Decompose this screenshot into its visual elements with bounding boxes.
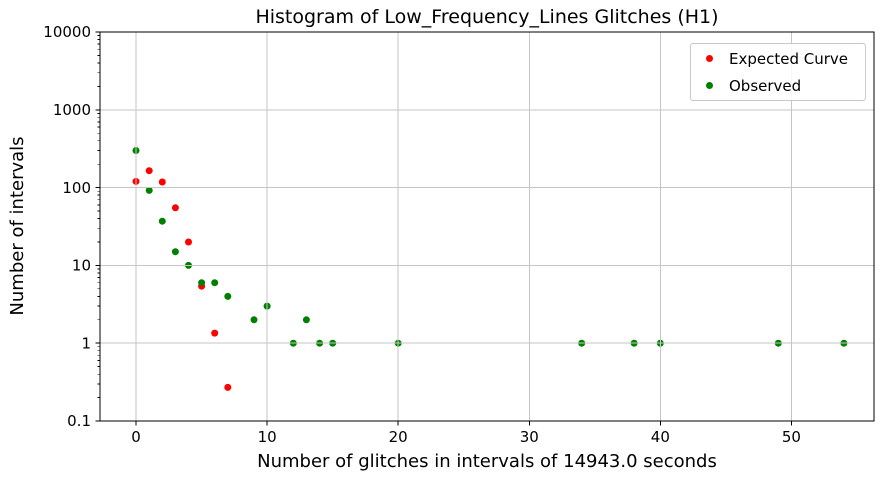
expected-curve-point [158,178,166,186]
observed-point [158,217,166,225]
x-tick-label: 20 [389,428,408,446]
plot-border [99,31,875,422]
y-tick-label: 10000 [43,23,91,41]
expected-curve-point [145,167,153,175]
y-tick-label: 1 [81,334,91,352]
observed-point [198,279,206,287]
expected-curve-point [224,383,232,391]
legend-label-observed: Observed [729,76,802,95]
observed-point [302,316,310,324]
observed-marker-icon [706,82,713,89]
x-tick-label: 0 [131,428,141,446]
observed-point [145,186,153,194]
y-axis-label: Number of intervals [7,136,28,316]
y-tick-label: 0.1 [67,412,91,430]
legend-item-expected-curve: Expected Curve [691,45,865,72]
legend-label-expected-curve: Expected Curve [729,49,849,68]
x-tick-label: 30 [520,428,539,446]
legend-item-observed: Observed [691,72,865,99]
observed-point [224,292,232,300]
observed-point [211,279,219,287]
y-tick-label: 100 [62,179,91,197]
expected-curve-point [211,329,219,337]
observed-point [171,248,179,256]
x-axis-label: Number of glitches in intervals of 14943… [257,451,717,472]
observed-point [250,316,258,324]
legend: Expected Curve Observed [690,43,866,101]
expected-curve-marker-icon [706,55,713,62]
x-tick-label: 40 [651,428,670,446]
y-tick-label: 10 [72,257,91,275]
chart-title: Histogram of Low_Frequency_Lines Glitche… [255,6,719,28]
y-tick-label: 1000 [53,101,91,119]
x-tick-label: 10 [258,428,277,446]
x-tick-label: 50 [782,428,801,446]
expected-curve-point [185,238,192,246]
expected-curve-point [171,204,179,212]
